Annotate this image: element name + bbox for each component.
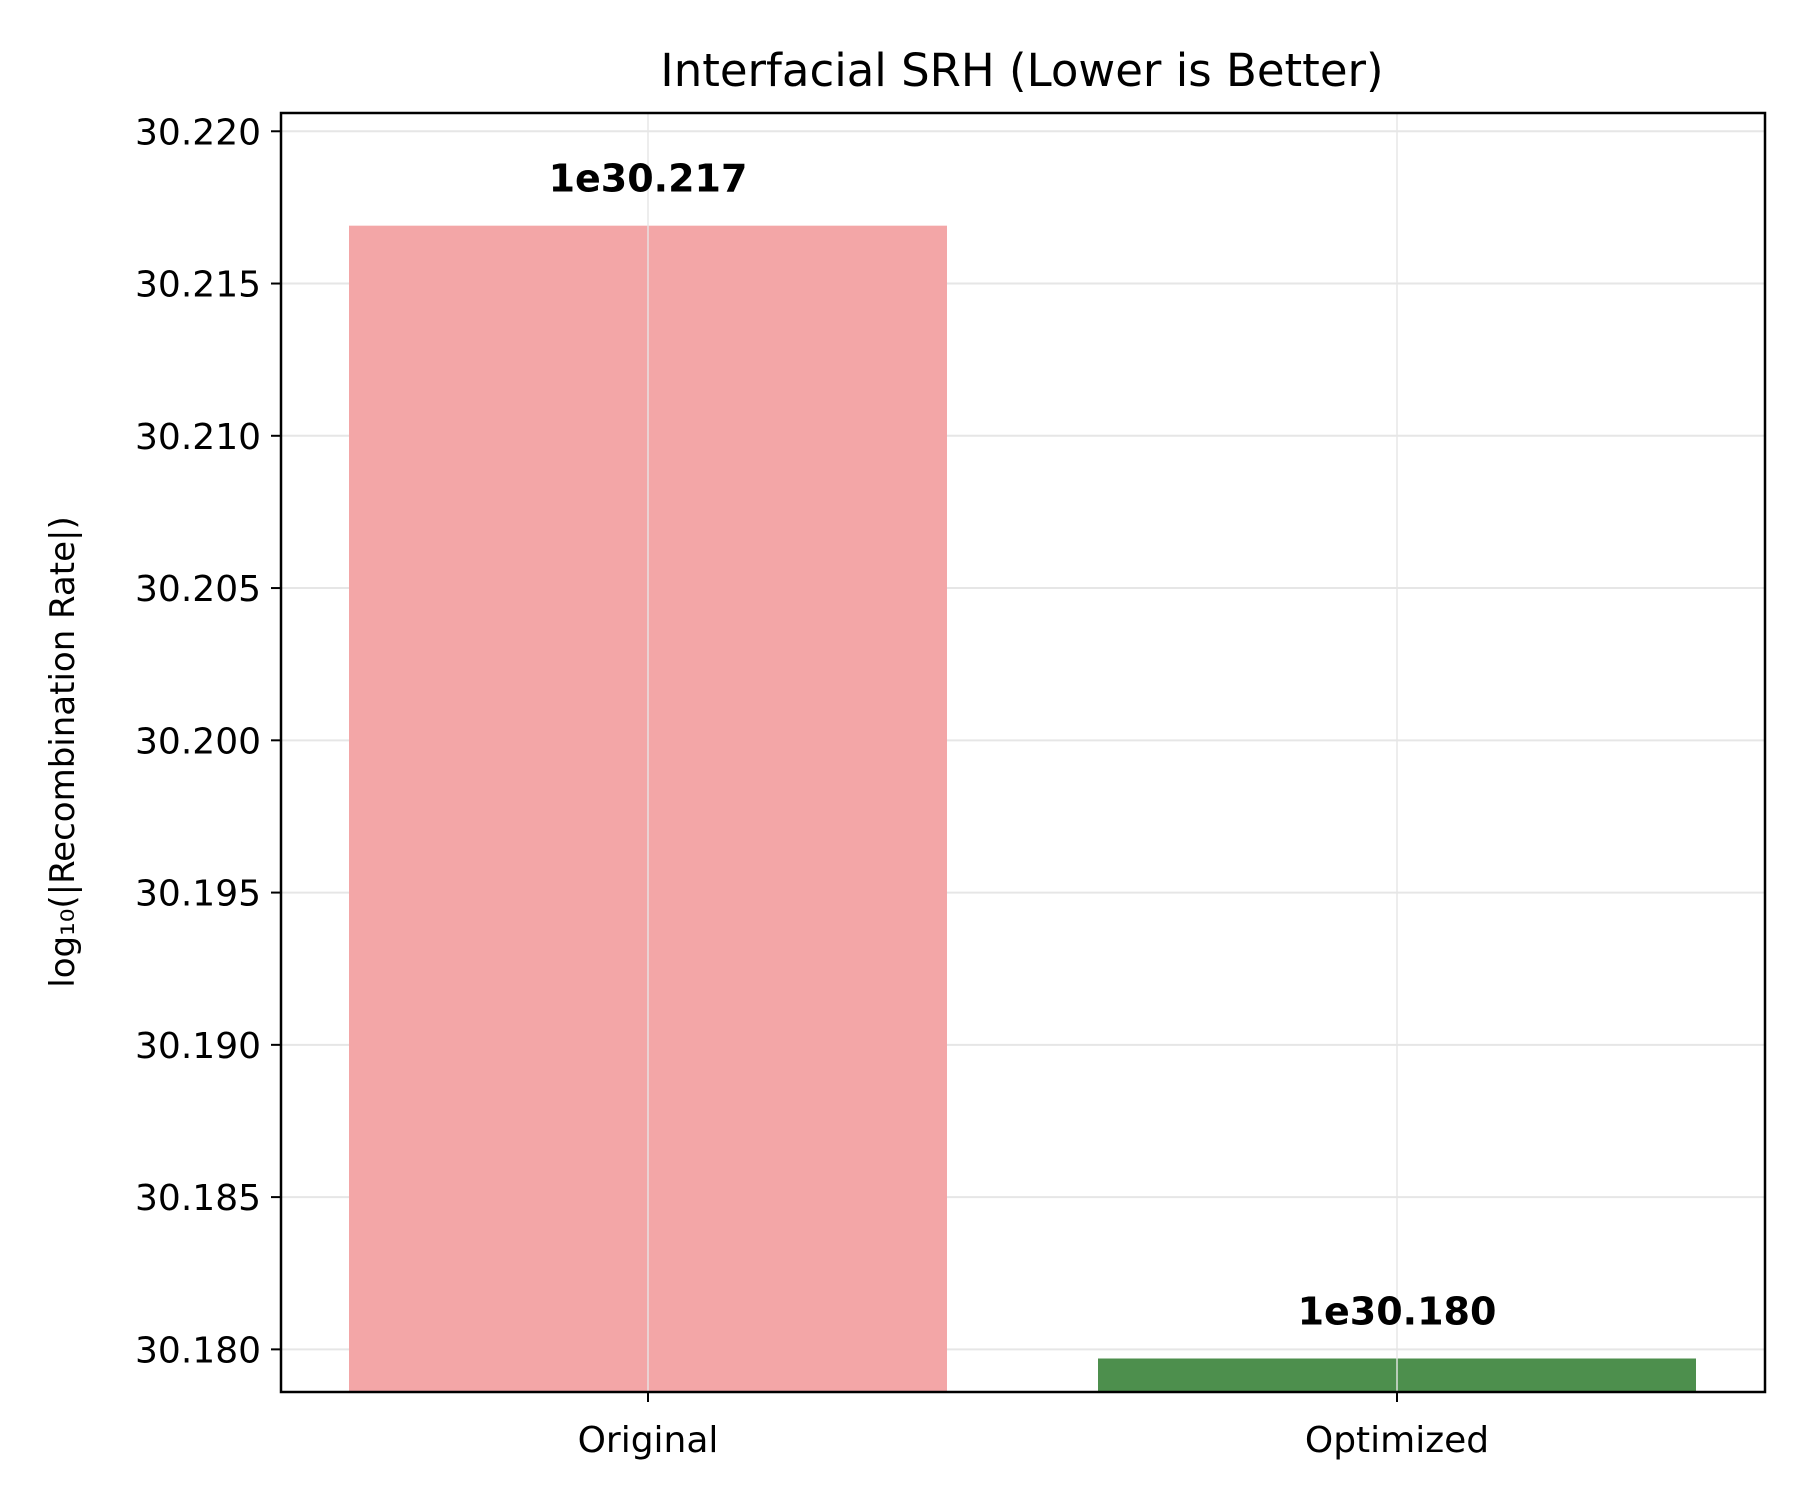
y-tick-label: 30.190	[135, 1026, 261, 1067]
x-tick-label: Original	[578, 1420, 719, 1461]
y-tick-label: 30.205	[135, 569, 261, 610]
y-tick-label: 30.215	[135, 265, 261, 306]
chart-title: Interfacial SRH (Lower is Better)	[660, 44, 1383, 97]
y-tick-label: 30.200	[135, 721, 261, 762]
bar-layer	[349, 225, 1696, 1392]
y-axis-label: log₁₀(|Recombination Rate|)	[43, 516, 83, 987]
vertical-grid-layer	[647, 113, 1398, 1392]
y-tick-label: 30.185	[135, 1178, 261, 1219]
y-tick-label: 30.195	[135, 874, 261, 915]
data-label-optimized: 1e30.180	[1298, 1290, 1497, 1334]
y-tick-label: 30.180	[135, 1330, 261, 1371]
data-label-original: 1e30.217	[549, 157, 748, 201]
tick-layer: 30.180 30.185 30.190 30.195 30.200 30.205 30.2…	[135, 112, 1489, 1461]
x-tick-label: Optimized	[1305, 1420, 1489, 1461]
plot-frame	[279, 111, 1767, 1394]
data-label-layer: 1e30.217 1e30.180	[549, 157, 1497, 1334]
y-tick-label: 30.210	[135, 417, 261, 458]
y-tick-label: 30.220	[135, 112, 261, 153]
